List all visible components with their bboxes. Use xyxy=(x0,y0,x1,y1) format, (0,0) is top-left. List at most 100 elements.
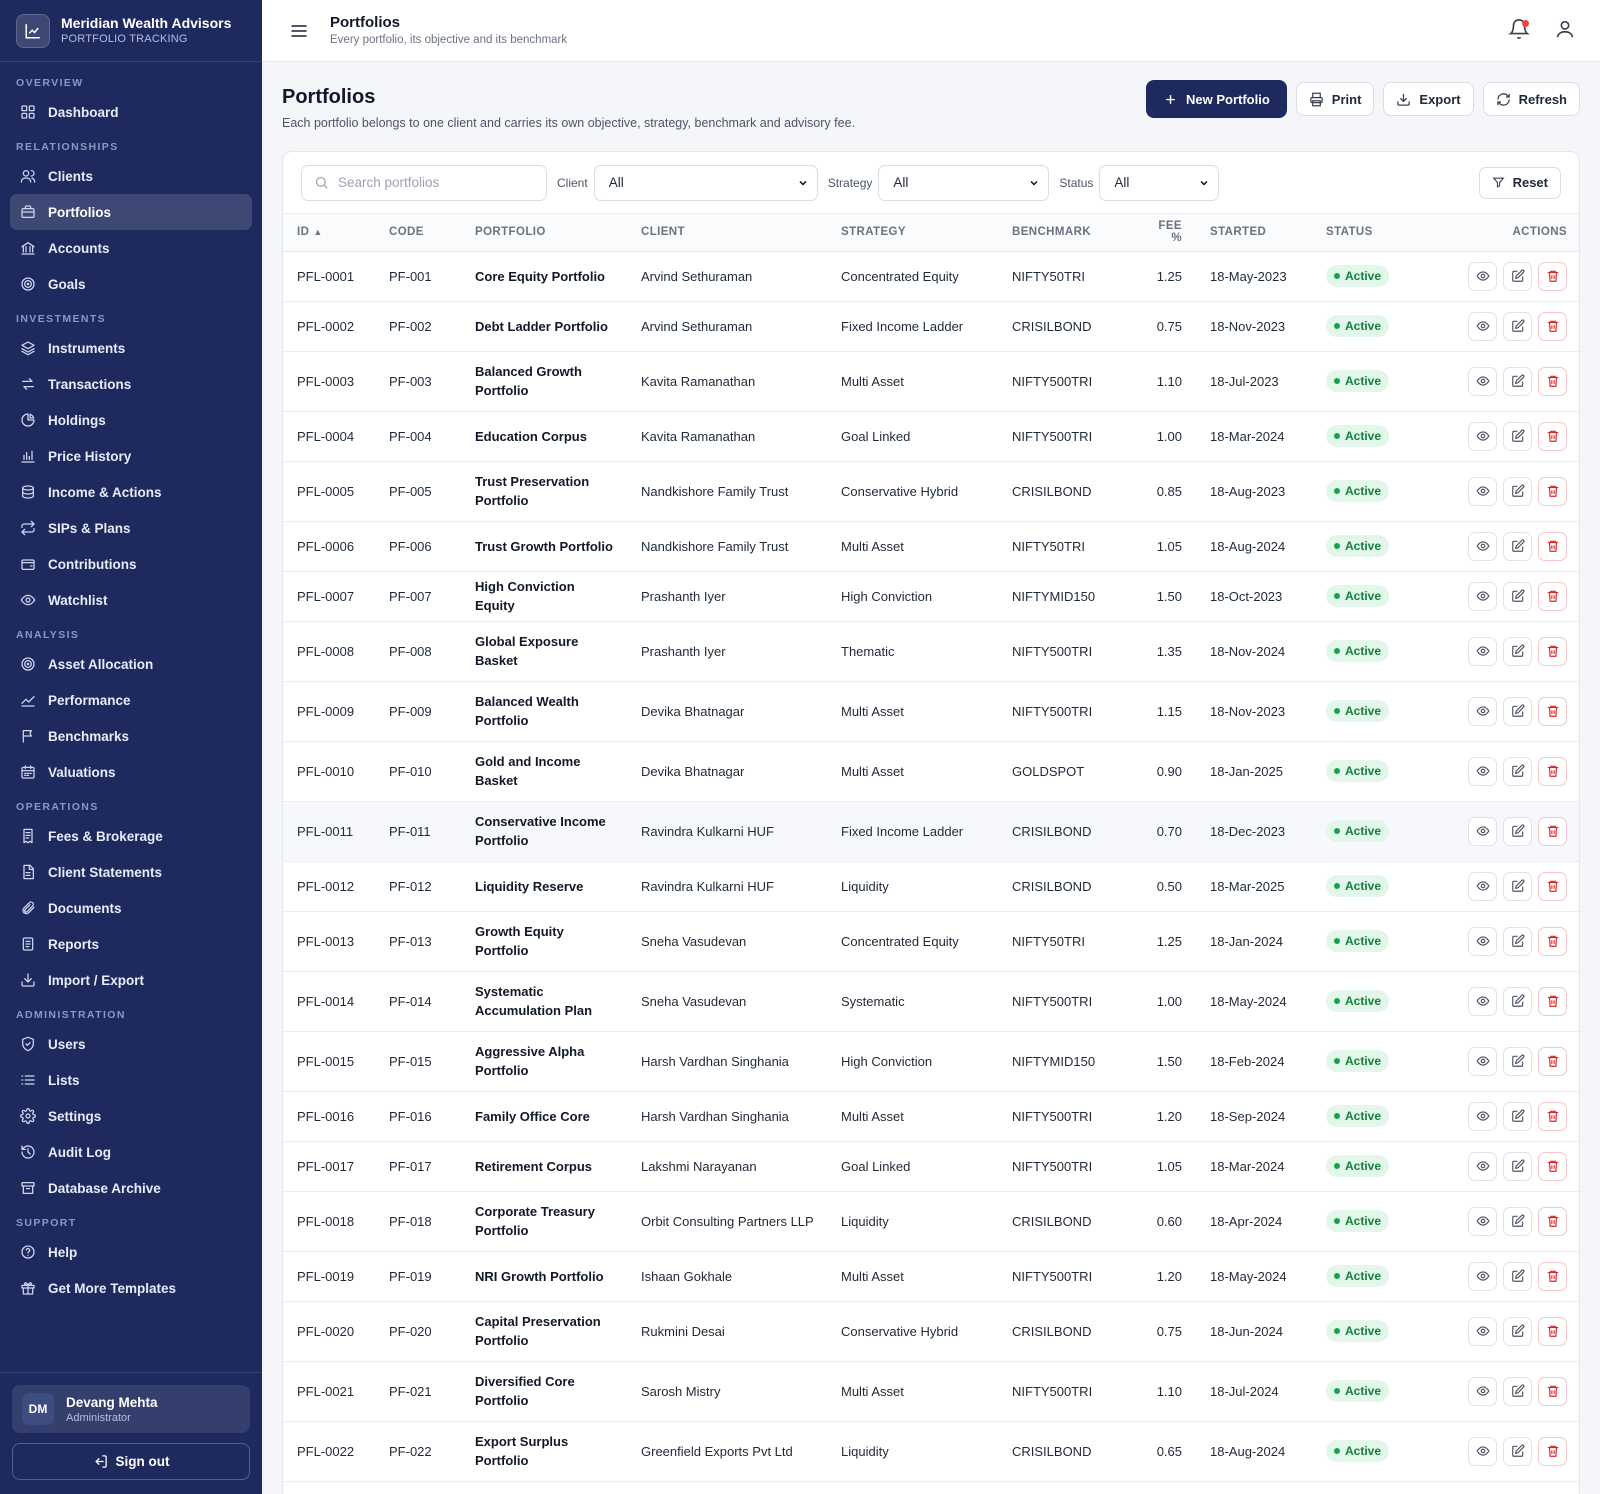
delete-button[interactable] xyxy=(1538,476,1567,506)
sidebar-item-accounts[interactable]: Accounts xyxy=(10,230,252,266)
view-button[interactable] xyxy=(1468,696,1497,726)
cell-portfolio[interactable]: Global Exposure Basket xyxy=(461,621,627,682)
column-header-client[interactable]: CLIENT xyxy=(627,214,827,252)
sidebar-item-contributions[interactable]: Contributions xyxy=(10,546,252,582)
view-button[interactable] xyxy=(1468,1206,1497,1236)
user-card[interactable]: DM Devang Mehta Administrator xyxy=(12,1385,250,1433)
table-row[interactable]: PFL-0014 PF-014 Systematic Accumulation Pl… xyxy=(283,971,1579,1032)
bell-icon[interactable] xyxy=(1508,18,1532,42)
sidebar-item-import-export[interactable]: Import / Export xyxy=(10,962,252,998)
cell-portfolio[interactable]: Gold and Income Basket xyxy=(461,741,627,802)
edit-button[interactable] xyxy=(1503,1206,1532,1236)
edit-button[interactable] xyxy=(1503,1376,1532,1406)
brand[interactable]: Meridian Wealth Advisors PORTFOLIO TRACK… xyxy=(0,0,262,62)
sidebar-item-watchlist[interactable]: Watchlist xyxy=(10,582,252,618)
table-row[interactable]: PFL-0019 PF-019 NRI Growth Portfolio Ishaan… xyxy=(283,1251,1579,1302)
edit-button[interactable] xyxy=(1503,1151,1532,1181)
column-header-status[interactable]: STATUS xyxy=(1312,214,1412,252)
sidebar-item-client-statements[interactable]: Client Statements xyxy=(10,854,252,890)
cell-portfolio[interactable]: High Conviction Equity xyxy=(461,571,627,622)
table-row[interactable]: PFL-0007 PF-007 High Conviction Equity Pras… xyxy=(283,571,1579,622)
table-row[interactable]: PFL-0006 PF-006 Trust Growth Portfolio Nand… xyxy=(283,521,1579,572)
delete-button[interactable] xyxy=(1538,696,1567,726)
delete-button[interactable] xyxy=(1538,421,1567,451)
view-button[interactable] xyxy=(1468,261,1497,291)
view-button[interactable] xyxy=(1468,756,1497,786)
cell-portfolio[interactable]: Core Equity Portfolio xyxy=(461,251,627,302)
cell-portfolio[interactable]: Systematic Accumulation Plan xyxy=(461,971,627,1032)
edit-button[interactable] xyxy=(1503,636,1532,666)
table-row[interactable]: PFL-0020 PF-020 Capital Preservation Portf… xyxy=(283,1301,1579,1362)
sidebar-item-performance[interactable]: Performance xyxy=(10,682,252,718)
edit-button[interactable] xyxy=(1503,1261,1532,1291)
view-button[interactable] xyxy=(1468,1436,1497,1466)
edit-button[interactable] xyxy=(1503,871,1532,901)
sidebar-item-transactions[interactable]: Transactions xyxy=(10,366,252,402)
view-button[interactable] xyxy=(1468,1101,1497,1131)
cell-portfolio[interactable]: Family Office Core xyxy=(461,1091,627,1142)
delete-button[interactable] xyxy=(1538,926,1567,956)
edit-button[interactable] xyxy=(1503,366,1532,396)
cell-portfolio[interactable]: Balanced Wealth Portfolio xyxy=(461,681,627,742)
search-input[interactable]: Search portfolios xyxy=(301,164,547,201)
edit-button[interactable] xyxy=(1503,261,1532,291)
table-row[interactable]: PFL-0015 PF-015 Aggressive Alpha Portfolio… xyxy=(283,1031,1579,1092)
column-header-started[interactable]: STARTED xyxy=(1196,214,1312,252)
status-filter-select[interactable]: All xyxy=(1099,164,1220,201)
delete-button[interactable] xyxy=(1538,1101,1567,1131)
edit-button[interactable] xyxy=(1503,476,1532,506)
view-button[interactable] xyxy=(1468,816,1497,846)
sidebar-item-sips-plans[interactable]: SIPs & Plans xyxy=(10,510,252,546)
table-row[interactable]: PFL-0013 PF-013 Growth Equity Portfolio Sne… xyxy=(283,911,1579,972)
cell-portfolio[interactable]: Conservative Income Portfolio xyxy=(461,801,627,862)
delete-button[interactable] xyxy=(1538,986,1567,1016)
strategy-filter-select[interactable]: All xyxy=(878,164,1050,201)
sidebar-item-reports[interactable]: Reports xyxy=(10,926,252,962)
table-row[interactable]: PFL-0012 PF-012 Liquidity Reserve Ravindra … xyxy=(283,861,1579,912)
sign-out-button[interactable]: Sign out xyxy=(12,1443,250,1480)
export-button[interactable]: Export xyxy=(1383,82,1474,116)
table-row[interactable]: PFL-0005 PF-005 Trust Preservation Portfol… xyxy=(283,461,1579,522)
view-button[interactable] xyxy=(1468,1316,1497,1346)
menu-icon[interactable] xyxy=(289,21,309,41)
edit-button[interactable] xyxy=(1503,816,1532,846)
delete-button[interactable] xyxy=(1538,636,1567,666)
table-row[interactable]: PFL-0008 PF-008 Global Exposure Basket Pras… xyxy=(283,621,1579,682)
delete-button[interactable] xyxy=(1538,261,1567,291)
refresh-button[interactable]: Refresh xyxy=(1482,82,1580,116)
cell-portfolio[interactable]: Retirement Corpus xyxy=(461,1141,627,1192)
column-header-portfolio[interactable]: PORTFOLIO xyxy=(461,214,627,252)
table-row[interactable]: PFL-0021 PF-021 Diversified Core Portfolio… xyxy=(283,1361,1579,1422)
sidebar-item-database-archive[interactable]: Database Archive xyxy=(10,1170,252,1206)
cell-portfolio[interactable]: Education Corpus xyxy=(461,411,627,462)
delete-button[interactable] xyxy=(1538,366,1567,396)
delete-button[interactable] xyxy=(1538,581,1567,611)
view-button[interactable] xyxy=(1468,1151,1497,1181)
view-button[interactable] xyxy=(1468,1261,1497,1291)
cell-portfolio[interactable]: Corporate Treasury Portfolio xyxy=(461,1191,627,1252)
edit-button[interactable] xyxy=(1503,421,1532,451)
cell-portfolio[interactable]: Diversified Core Portfolio xyxy=(461,1361,627,1422)
table-row[interactable]: PFL-0004 PF-004 Education Corpus Kavita Ram… xyxy=(283,411,1579,462)
view-button[interactable] xyxy=(1468,1376,1497,1406)
column-header-benchmark[interactable]: BENCHMARK xyxy=(998,214,1134,252)
sidebar-item-dashboard[interactable]: Dashboard xyxy=(10,94,252,130)
sidebar-item-documents[interactable]: Documents xyxy=(10,890,252,926)
table-row[interactable]: PFL-0002 PF-002 Debt Ladder Portfolio Arvin… xyxy=(283,301,1579,352)
edit-button[interactable] xyxy=(1503,1101,1532,1131)
cell-portfolio[interactable]: Balanced Growth Portfolio xyxy=(461,351,627,412)
sidebar-item-lists[interactable]: Lists xyxy=(10,1062,252,1098)
view-button[interactable] xyxy=(1468,311,1497,341)
delete-button[interactable] xyxy=(1538,816,1567,846)
delete-button[interactable] xyxy=(1538,1206,1567,1236)
cell-portfolio[interactable]: Liquidity Reserve xyxy=(461,861,627,912)
cell-portfolio[interactable]: Capital Preservation Portfolio xyxy=(461,1301,627,1362)
column-header-fee[interactable]: FEE % xyxy=(1134,214,1196,252)
cell-portfolio[interactable]: Growth Equity Portfolio xyxy=(461,911,627,972)
edit-button[interactable] xyxy=(1503,581,1532,611)
sidebar-item-settings[interactable]: Settings xyxy=(10,1098,252,1134)
table-row[interactable]: PFL-0017 PF-017 Retirement Corpus Lakshmi N… xyxy=(283,1141,1579,1192)
delete-button[interactable] xyxy=(1538,1261,1567,1291)
reset-filters-button[interactable]: Reset xyxy=(1478,166,1561,199)
sidebar-item-audit-log[interactable]: Audit Log xyxy=(10,1134,252,1170)
